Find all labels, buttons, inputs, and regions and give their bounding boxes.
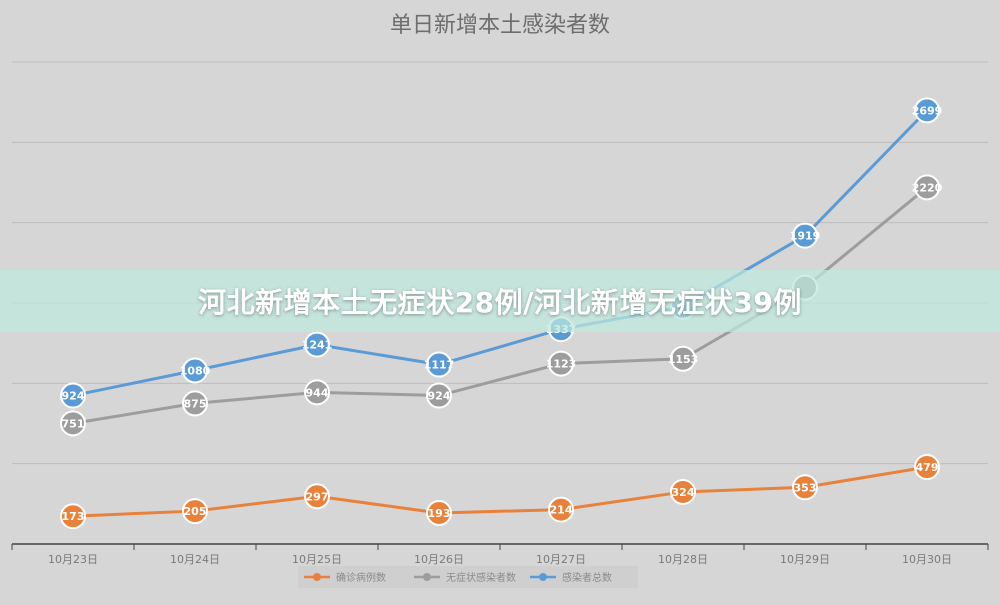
data-point [914, 454, 940, 481]
data-point [670, 345, 696, 372]
legend: 确诊病例数 无症状感染者数 感染者总数 [298, 566, 638, 588]
data-label: 1153 [668, 353, 699, 366]
x-tick-label: 10月27日 [536, 553, 586, 566]
data-point [914, 174, 940, 201]
data-point [548, 496, 574, 523]
data-point [792, 222, 818, 249]
data-label: 944 [306, 386, 329, 399]
data-label: 214 [550, 504, 573, 517]
data-point [548, 350, 574, 377]
data-point [792, 474, 818, 501]
data-point [60, 410, 86, 437]
data-point [304, 483, 330, 510]
data-point [670, 478, 696, 505]
headline-text: 河北新增本土无症状28例/河北新增无症状39例 [198, 286, 802, 319]
legend-box [298, 566, 638, 588]
data-label: 2699 [912, 104, 943, 117]
x-tick-label: 10月28日 [658, 553, 708, 566]
data-point [426, 382, 452, 409]
data-point [182, 357, 208, 384]
data-label: 193 [428, 507, 451, 520]
data-label: 324 [672, 486, 695, 499]
data-label: 353 [794, 481, 817, 494]
legend-label: 确诊病例数 [336, 571, 386, 584]
data-point [182, 498, 208, 525]
legend-label: 无症状感染者数 [446, 571, 516, 584]
x-tick-label: 10月26日 [414, 553, 464, 566]
data-label: 1241 [302, 339, 333, 352]
data-point [426, 499, 452, 526]
x-tick-label: 10月24日 [170, 553, 220, 566]
data-label: 1117 [424, 359, 455, 372]
data-label: 924 [62, 390, 85, 403]
series-line [72, 465, 928, 518]
data-label: 924 [428, 390, 451, 403]
data-label: 2220 [912, 181, 943, 194]
data-point [60, 503, 86, 530]
x-tick-label: 10月30日 [902, 553, 952, 566]
series-line [72, 109, 929, 398]
gridlines [12, 61, 988, 465]
data-point [304, 331, 330, 358]
x-tick-label: 10月29日 [780, 553, 830, 566]
data-label: 751 [62, 417, 85, 430]
data-label: 1919 [790, 230, 821, 243]
data-label: 479 [916, 461, 939, 474]
data-point [182, 390, 208, 417]
legend-swatch-marker [539, 573, 547, 581]
legend-swatch-marker [423, 573, 431, 581]
legend-label: 感染者总数 [562, 571, 612, 584]
data-point [914, 97, 940, 124]
data-label: 1123 [546, 358, 577, 371]
data-label: 173 [62, 510, 85, 523]
data-point [304, 379, 330, 406]
x-axis: 10月23日 10月24日 10月25日 10月26日 10月27日 10月28日 10月2… [11, 543, 989, 566]
data-point [60, 382, 86, 409]
x-tick-label: 10月23日 [48, 553, 98, 566]
data-label: 1080 [180, 364, 211, 377]
data-label: 875 [184, 397, 207, 410]
x-tick-label: 10月25日 [292, 553, 342, 566]
data-label: 297 [306, 490, 329, 503]
legend-swatch-marker [313, 573, 321, 581]
chart-title: 单日新增本土感染者数 [390, 13, 610, 38]
data-point [426, 351, 452, 378]
headline-banner: 河北新增本土无症状28例/河北新增无症状39例 [0, 270, 1000, 332]
data-label: 205 [184, 505, 207, 518]
